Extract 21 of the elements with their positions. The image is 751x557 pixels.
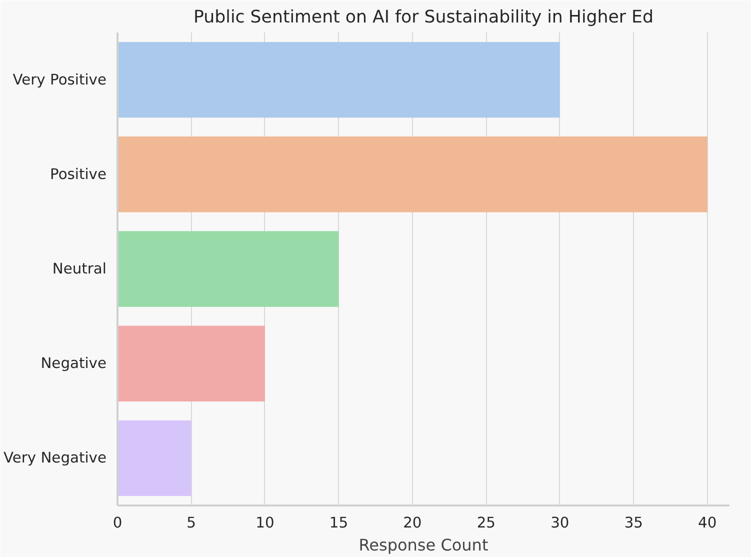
x-tick-label: 25 xyxy=(476,514,496,532)
x-tick-label: 5 xyxy=(186,514,196,532)
y-tick-label: Very Negative xyxy=(3,450,107,467)
bar xyxy=(118,231,339,307)
x-tick-label: 40 xyxy=(698,514,717,532)
x-tick-label: 35 xyxy=(624,514,643,532)
x-tick-label: 20 xyxy=(403,514,422,532)
bar xyxy=(118,326,265,402)
y-tick-label: Negative xyxy=(40,355,107,372)
y-tick-label: Positive xyxy=(50,166,106,183)
y-tick-label: Neutral xyxy=(52,260,107,278)
y-tick-label: Very Positive xyxy=(12,71,107,88)
x-tick-label: 30 xyxy=(550,514,570,532)
bar xyxy=(118,136,708,212)
x-tick-label: 10 xyxy=(256,514,274,532)
x-axis-title: Response Count xyxy=(358,536,488,554)
bar xyxy=(118,420,192,496)
x-tick-label: 0 xyxy=(112,514,122,532)
bar xyxy=(118,42,560,118)
x-tick-label: 15 xyxy=(329,514,348,532)
chart-title: Public Sentiment on AI for Sustainability in Higher Ed xyxy=(194,8,654,28)
